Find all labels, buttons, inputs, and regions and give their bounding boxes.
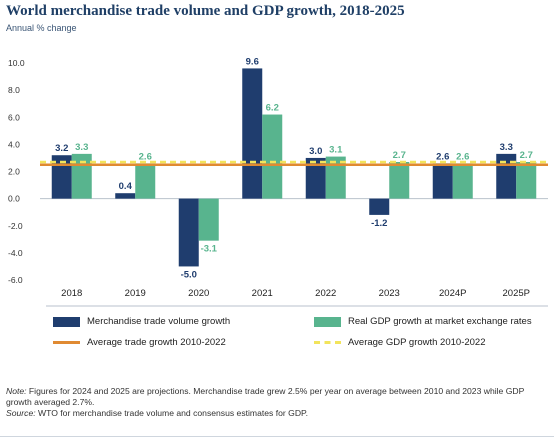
bar-gdp [262, 114, 283, 199]
bar-gdp [325, 156, 346, 199]
y-tick-label: 2.0 [8, 167, 20, 177]
data-label-trade: 2.6 [436, 151, 449, 162]
bar-gdp [389, 162, 410, 199]
data-label-trade: -5.0 [181, 269, 197, 280]
source-paragraph: Source: WTO for merchandise trade volume… [6, 408, 551, 419]
footnotes: Note: Figures for 2024 and 2025 are proj… [6, 386, 551, 419]
data-label-trade: 3.3 [500, 142, 513, 153]
legend-swatch-gdp [314, 316, 341, 327]
data-label-gdp: -3.1 [201, 244, 218, 255]
bar-gdp [516, 162, 537, 199]
bar-gdp [452, 163, 473, 199]
bar-trade [305, 157, 326, 199]
data-label-trade: 3.0 [309, 146, 322, 157]
x-tick-label: 2023 [379, 288, 400, 299]
bar-trade [115, 193, 136, 199]
y-tick-label: 0.0 [8, 194, 20, 204]
y-tick-label: -6.0 [8, 275, 23, 285]
data-label-gdp: 2.6 [139, 151, 152, 162]
bar-trade [51, 155, 72, 199]
legend-item-trade: Merchandise trade volume growth [53, 316, 230, 327]
bar-gdp [71, 153, 92, 199]
x-tick-label: 2019 [125, 288, 146, 299]
x-tick-label: 2022 [315, 288, 336, 299]
bar-gdp [198, 198, 219, 241]
bar-trade [242, 68, 263, 199]
legend-swatch-trade [53, 316, 80, 327]
x-tick-label: 2025P [503, 288, 530, 299]
legend-label-gdp: Real GDP growth at market exchange rates [348, 316, 532, 327]
legend-label-avg-trade: Average trade growth 2010-2022 [87, 337, 226, 348]
data-label-gdp: 2.7 [520, 150, 533, 161]
note-label: Note: [6, 386, 27, 396]
x-tick-label: 2024P [439, 288, 466, 299]
legend-swatch-avg-gdp [314, 341, 341, 344]
chart-title: World merchandise trade volume and GDP g… [6, 3, 405, 19]
data-label-trade: -1.2 [371, 218, 387, 229]
y-tick-label: 8.0 [8, 85, 20, 95]
y-tick-label: -2.0 [8, 221, 23, 231]
source-text: WTO for merchandise trade volume and con… [35, 408, 309, 418]
y-tick-label: -4.0 [8, 248, 23, 258]
note-text: Figures for 2024 and 2025 are projection… [6, 386, 525, 407]
legend-item-gdp: Real GDP growth at market exchange rates [314, 316, 532, 327]
bar-trade [178, 198, 199, 267]
x-tick-label: 2021 [252, 288, 273, 299]
bar-trade [496, 153, 517, 199]
data-label-gdp: 3.1 [329, 145, 343, 156]
y-tick-label: 4.0 [8, 139, 20, 149]
legend-item-avg-trade: Average trade growth 2010-2022 [53, 337, 226, 348]
data-label-trade: 9.6 [246, 56, 259, 67]
legend-item-avg-gdp: Average GDP growth 2010-2022 [314, 337, 486, 348]
data-label-trade: 0.4 [119, 181, 133, 192]
y-tick-label: 10.0 [8, 58, 25, 68]
bar-trade [369, 198, 390, 215]
data-label-gdp: 3.3 [75, 142, 88, 153]
note-paragraph: Note: Figures for 2024 and 2025 are proj… [6, 386, 551, 408]
y-tick-label: 6.0 [8, 112, 20, 122]
chart-subtitle: Annual % change [6, 23, 77, 33]
data-label-trade: 3.2 [55, 143, 68, 154]
data-label-gdp: 2.6 [456, 151, 469, 162]
data-label-gdp: 2.7 [393, 150, 406, 161]
legend-label-trade: Merchandise trade volume growth [87, 316, 231, 327]
bar-gdp [135, 163, 156, 199]
legend-swatch-avg-trade [53, 341, 80, 344]
bar-trade [432, 163, 453, 199]
x-tick-label: 2018 [61, 288, 82, 299]
legend-label-avg-gdp: Average GDP growth 2010-2022 [348, 337, 486, 348]
data-label-gdp: 6.2 [266, 103, 279, 114]
source-label: Source: [6, 408, 36, 418]
bottom-divider [0, 436, 554, 437]
x-tick-label: 2020 [188, 288, 209, 299]
